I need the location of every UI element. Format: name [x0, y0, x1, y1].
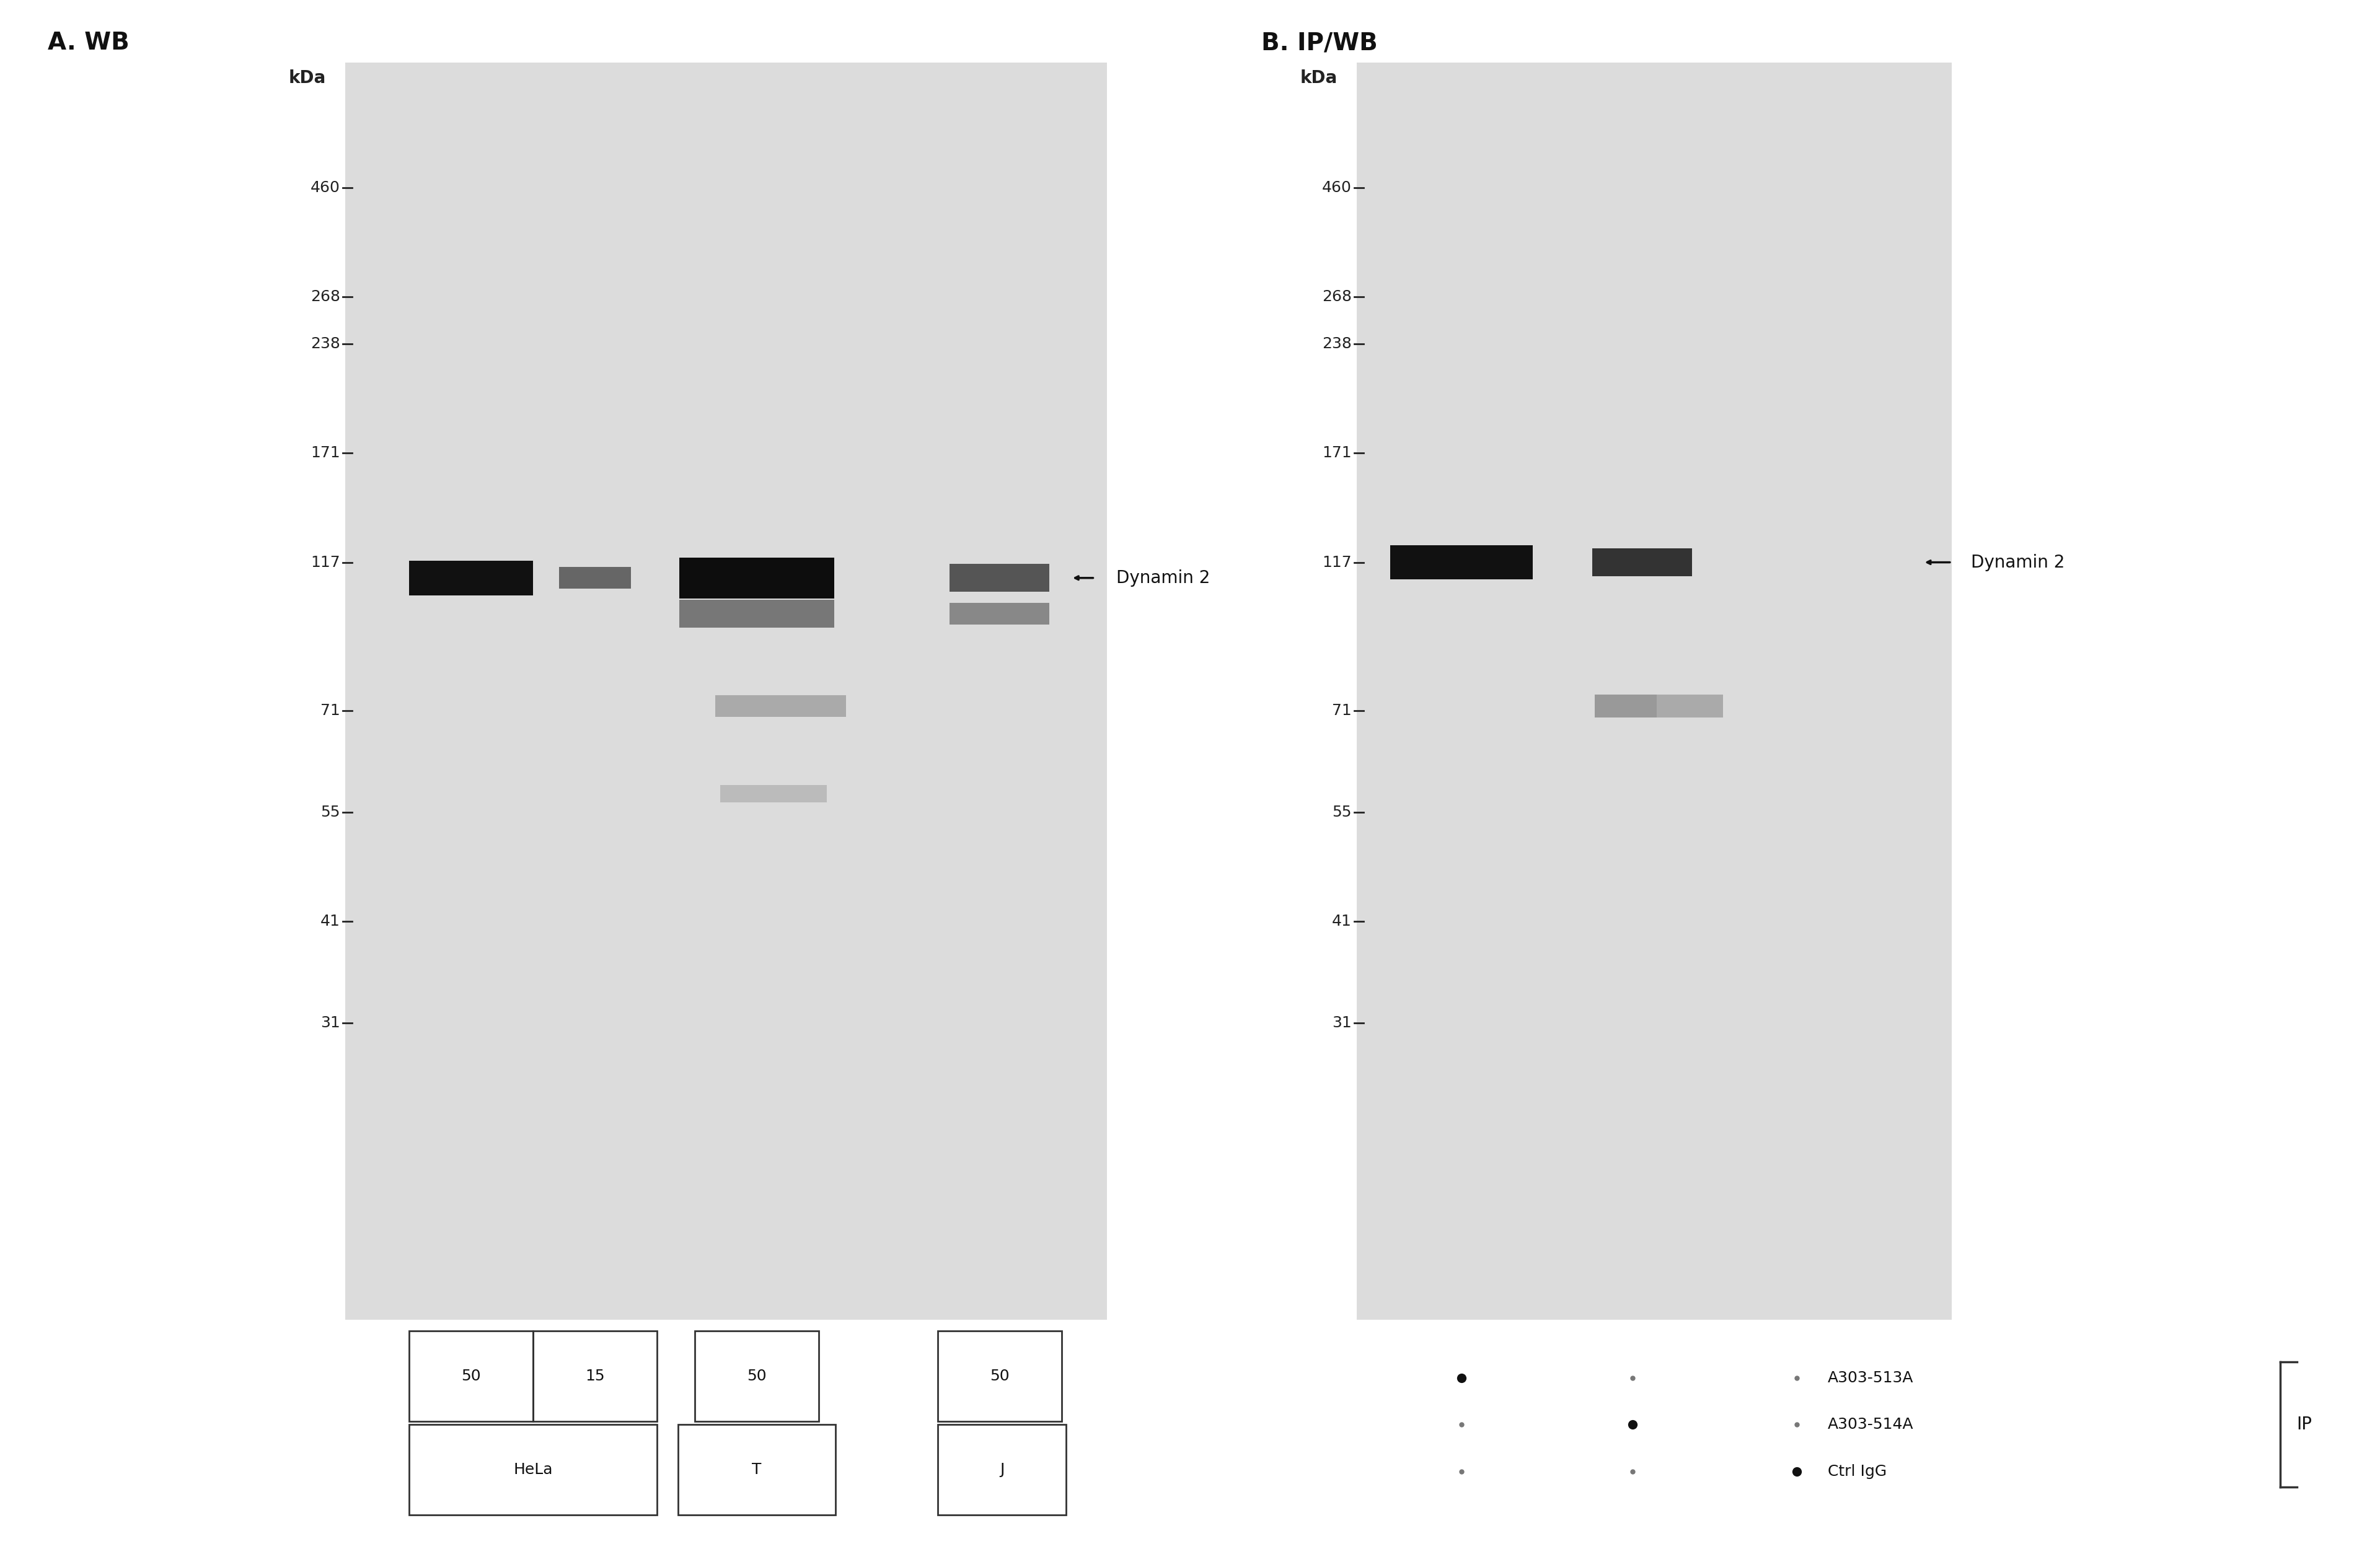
Text: 117: 117 — [312, 555, 340, 570]
Text: 171: 171 — [312, 445, 340, 461]
Bar — [695, 1331, 819, 1421]
Text: 31: 31 — [1333, 1015, 1352, 1031]
Text: Ctrl IgG: Ctrl IgG — [1828, 1464, 1887, 1479]
Bar — [950, 564, 1050, 592]
Bar — [719, 784, 828, 803]
Text: 55: 55 — [1333, 804, 1352, 820]
Bar — [1357, 62, 1952, 1320]
Bar — [681, 600, 835, 628]
Text: A. WB: A. WB — [48, 31, 129, 55]
Text: T: T — [752, 1462, 762, 1478]
Bar — [938, 1331, 1061, 1421]
Bar — [1592, 548, 1692, 576]
Text: kDa: kDa — [288, 69, 326, 87]
Text: 15: 15 — [585, 1368, 605, 1384]
Text: HeLa: HeLa — [514, 1462, 552, 1478]
Text: 31: 31 — [321, 1015, 340, 1031]
Bar — [533, 1331, 657, 1421]
Text: 41: 41 — [1333, 914, 1352, 929]
Text: 41: 41 — [321, 914, 340, 929]
Text: 460: 460 — [312, 180, 340, 195]
Text: 117: 117 — [1323, 555, 1352, 570]
Bar — [678, 1425, 835, 1515]
Text: 268: 268 — [1323, 289, 1352, 305]
Text: 171: 171 — [1323, 445, 1352, 461]
Bar — [1595, 694, 1671, 717]
Text: J: J — [1000, 1462, 1004, 1478]
Bar — [714, 695, 847, 717]
Text: 71: 71 — [321, 703, 340, 719]
Text: Dynamin 2: Dynamin 2 — [1116, 569, 1209, 587]
Text: A303-513A: A303-513A — [1828, 1370, 1914, 1385]
Text: 55: 55 — [321, 804, 340, 820]
Bar — [345, 62, 1107, 1320]
Bar — [409, 561, 533, 595]
Bar — [938, 1425, 1066, 1515]
Bar — [409, 1331, 533, 1421]
Text: 238: 238 — [312, 336, 340, 351]
Text: 50: 50 — [747, 1368, 766, 1384]
Text: 460: 460 — [1323, 180, 1352, 195]
Text: B. IP/WB: B. IP/WB — [1261, 31, 1378, 55]
Text: 238: 238 — [1323, 336, 1352, 351]
Bar — [409, 1425, 657, 1515]
Text: kDa: kDa — [1299, 69, 1338, 87]
Text: A303-514A: A303-514A — [1828, 1417, 1914, 1432]
Bar — [559, 567, 631, 589]
Bar — [681, 558, 835, 598]
Bar — [1390, 545, 1533, 580]
Text: IP: IP — [2297, 1415, 2313, 1434]
Bar — [950, 603, 1050, 625]
Bar — [1656, 694, 1723, 717]
Text: 71: 71 — [1333, 703, 1352, 719]
Text: 50: 50 — [462, 1368, 481, 1384]
Text: 50: 50 — [990, 1368, 1009, 1384]
Text: 268: 268 — [309, 289, 340, 305]
Text: Dynamin 2: Dynamin 2 — [1971, 553, 2063, 572]
